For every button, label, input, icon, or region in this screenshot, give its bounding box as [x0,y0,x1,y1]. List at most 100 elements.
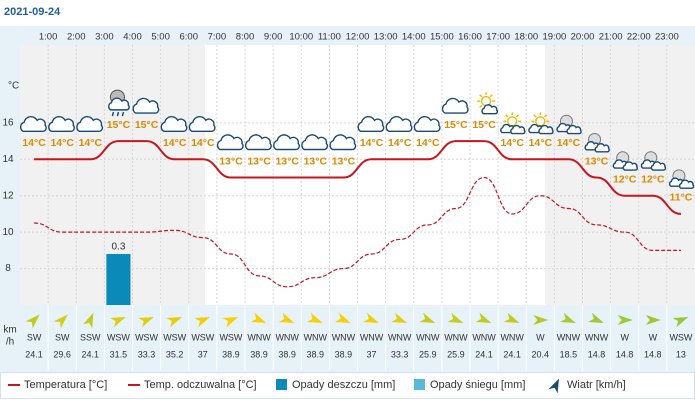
cloud [594,143,610,153]
raindrop [121,111,125,117]
temperature-label: 14°C [388,137,412,149]
wind-direction: W [620,332,629,342]
x-tick-label: 5:00 [151,32,170,43]
wind-speed: 38.9 [307,349,325,359]
temperature-label: 14°C [416,137,440,149]
legend-swatch [276,379,287,390]
weather-icon [640,151,667,171]
day-bg [205,45,545,305]
weather-icon [441,97,469,114]
wind-direction: SW [55,332,70,342]
weather-icon [132,97,160,114]
x-tick-label: 21:00 [599,32,623,43]
wind-direction: SSW [80,332,101,342]
y-tick-label: 8 [5,263,11,274]
y-tick-label: 16 [2,117,14,128]
wind-speed: 18.5 [560,349,578,359]
wind-arrow [560,312,576,324]
temperature-label: 15°C [135,119,159,131]
legend-label: Temperatura [°C] [24,379,107,391]
cloud [357,116,385,132]
x-tick-label: 14:00 [402,32,426,43]
legend-swatch [414,379,425,390]
x-tick-label: 2:00 [67,32,86,43]
wind-speed: 38.9 [222,349,240,359]
cloud [650,161,667,171]
chart-title: 2021-09-24 [4,6,61,18]
temperature-label: 14°C [163,137,187,149]
y-tick-label: 10 [2,227,14,238]
wind-direction: WSW [669,332,692,342]
temperature-label: 14°C [500,137,524,149]
x-tick-label: 19:00 [542,32,566,43]
weather-icon [108,89,130,117]
wind-arrow [617,315,633,325]
wind-arrow [83,312,94,329]
temperature-label: 13°C [304,155,328,167]
wind-arrow [222,316,239,328]
weather-icon [76,116,104,132]
wind-arrow [250,312,267,324]
temperature-label: 15°C [472,119,496,131]
x-tick-label: 12:00 [346,32,370,43]
weather-icon [385,116,413,132]
x-tick-label: 3:00 [95,32,114,43]
cloud [132,97,160,114]
wind-speed: 37 [367,349,377,359]
x-tick-label: 20:00 [571,32,595,43]
x-tick-label: 4:00 [123,32,142,43]
wind-arrow [53,314,68,329]
wind-speed: 14.8 [644,349,662,359]
x-tick-label: 22:00 [627,32,651,43]
cloud [441,97,469,114]
wind-direction: WNW [585,332,609,342]
wind-arrow [672,316,689,328]
temperature-label: 13°C [219,155,243,167]
temperature-line [34,140,682,215]
x-tick-label: 15:00 [430,32,454,43]
cloud [160,116,188,132]
wind-direction: WNW [500,332,524,342]
wind-direction: WNW [444,332,468,342]
wind-speed: 13 [676,349,686,359]
wind-direction: SW [27,332,42,342]
sun-ray [489,94,493,98]
wind-direction: WNW [388,332,412,342]
wind-arrow [419,312,436,324]
temperature-label: 13°C [332,155,356,167]
wind-speed: 25.9 [447,349,465,359]
weather-icon [612,151,638,171]
weather-icon [273,134,300,151]
cloud [48,116,75,132]
x-tick-label: 1:00 [39,32,58,43]
wind-direction: WNW [275,332,299,342]
sun [480,95,492,107]
wind-arrow [447,312,464,324]
temperature-label: 14°C [22,137,46,149]
wind-speed: 24.1 [82,349,100,359]
wind-speed: 31.5 [110,349,128,359]
wind-direction: WNW [304,332,328,342]
cloud [244,134,272,151]
cloud [385,116,413,132]
weather-icon [413,116,441,132]
wind-arrow [278,312,295,324]
wind-arrow [363,312,379,324]
weather-icon [556,114,582,135]
wind-direction: WSW [191,332,214,342]
wind-speed: 35.2 [166,349,184,359]
y-tick-label: 14 [2,154,14,165]
temperature-label: 14°C [50,137,74,149]
wind-speed: 14.8 [588,349,606,359]
wind-arrow [503,312,520,324]
x-tick-label: 23:00 [655,32,679,43]
wind-speed: 29.6 [53,349,71,359]
weather-icon [301,134,329,151]
cloud [510,124,526,135]
wind-direction: WSW [107,332,130,342]
raindrop [111,111,115,117]
sun-ray [479,104,483,108]
wind-speed: 14.8 [616,349,634,359]
y-tick-label: 12 [2,190,14,201]
